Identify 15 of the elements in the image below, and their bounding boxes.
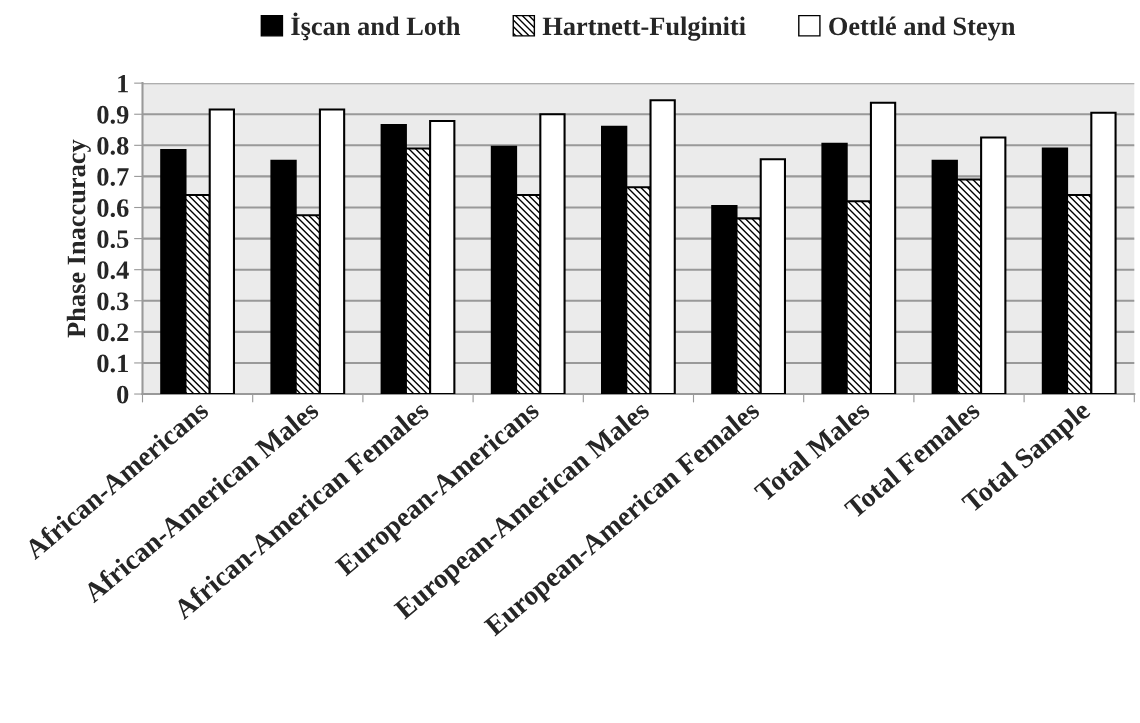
y-tick-label: 0	[117, 385, 129, 404]
legend-label: Hartnett-Fulginiti	[542, 16, 746, 41]
y-tick-label: 0.7	[97, 168, 129, 186]
y-axis-title: Phase Inaccuracy	[66, 139, 91, 338]
y-tick-label: 0.3	[97, 292, 129, 311]
y-tick-label: 0.2	[97, 323, 129, 342]
y-tick-label: 0.8	[97, 136, 129, 155]
legend-label: Oettlé and Steyn	[829, 16, 1016, 41]
y-tick-label: 1	[118, 74, 128, 93]
y-tick-label: 0.9	[97, 105, 129, 124]
y-tick-label: 0.5	[97, 230, 129, 249]
y-tick-label: 0.4	[97, 261, 129, 280]
y-tick-label: 0.1	[97, 354, 128, 373]
y-tick-label: 0.6	[97, 199, 129, 218]
legend-label: İşcan and Loth	[291, 12, 461, 41]
